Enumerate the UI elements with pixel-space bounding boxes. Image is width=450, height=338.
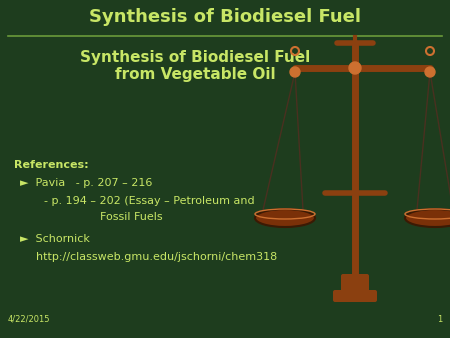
Text: Synthesis of Biodiesel Fuel: Synthesis of Biodiesel Fuel: [89, 8, 361, 26]
FancyBboxPatch shape: [341, 274, 369, 298]
Text: ►  Pavia   - p. 207 – 216: ► Pavia - p. 207 – 216: [20, 178, 153, 188]
Text: 1: 1: [437, 315, 442, 324]
Text: References:: References:: [14, 160, 89, 170]
Text: 4/22/2015: 4/22/2015: [8, 315, 50, 324]
Ellipse shape: [255, 209, 315, 227]
Text: ►  Schornick: ► Schornick: [20, 234, 90, 244]
Text: http://classweb.gmu.edu/jschorni/chem318: http://classweb.gmu.edu/jschorni/chem318: [36, 252, 277, 262]
Circle shape: [349, 62, 361, 74]
Ellipse shape: [405, 209, 450, 227]
FancyBboxPatch shape: [333, 290, 377, 302]
Text: Synthesis of Biodiesel Fuel
from Vegetable Oil: Synthesis of Biodiesel Fuel from Vegetab…: [80, 50, 310, 82]
Text: Fossil Fuels: Fossil Fuels: [100, 212, 162, 222]
Circle shape: [425, 67, 435, 77]
Circle shape: [290, 67, 300, 77]
Text: - p. 194 – 202 (Essay – Petroleum and: - p. 194 – 202 (Essay – Petroleum and: [44, 196, 255, 206]
